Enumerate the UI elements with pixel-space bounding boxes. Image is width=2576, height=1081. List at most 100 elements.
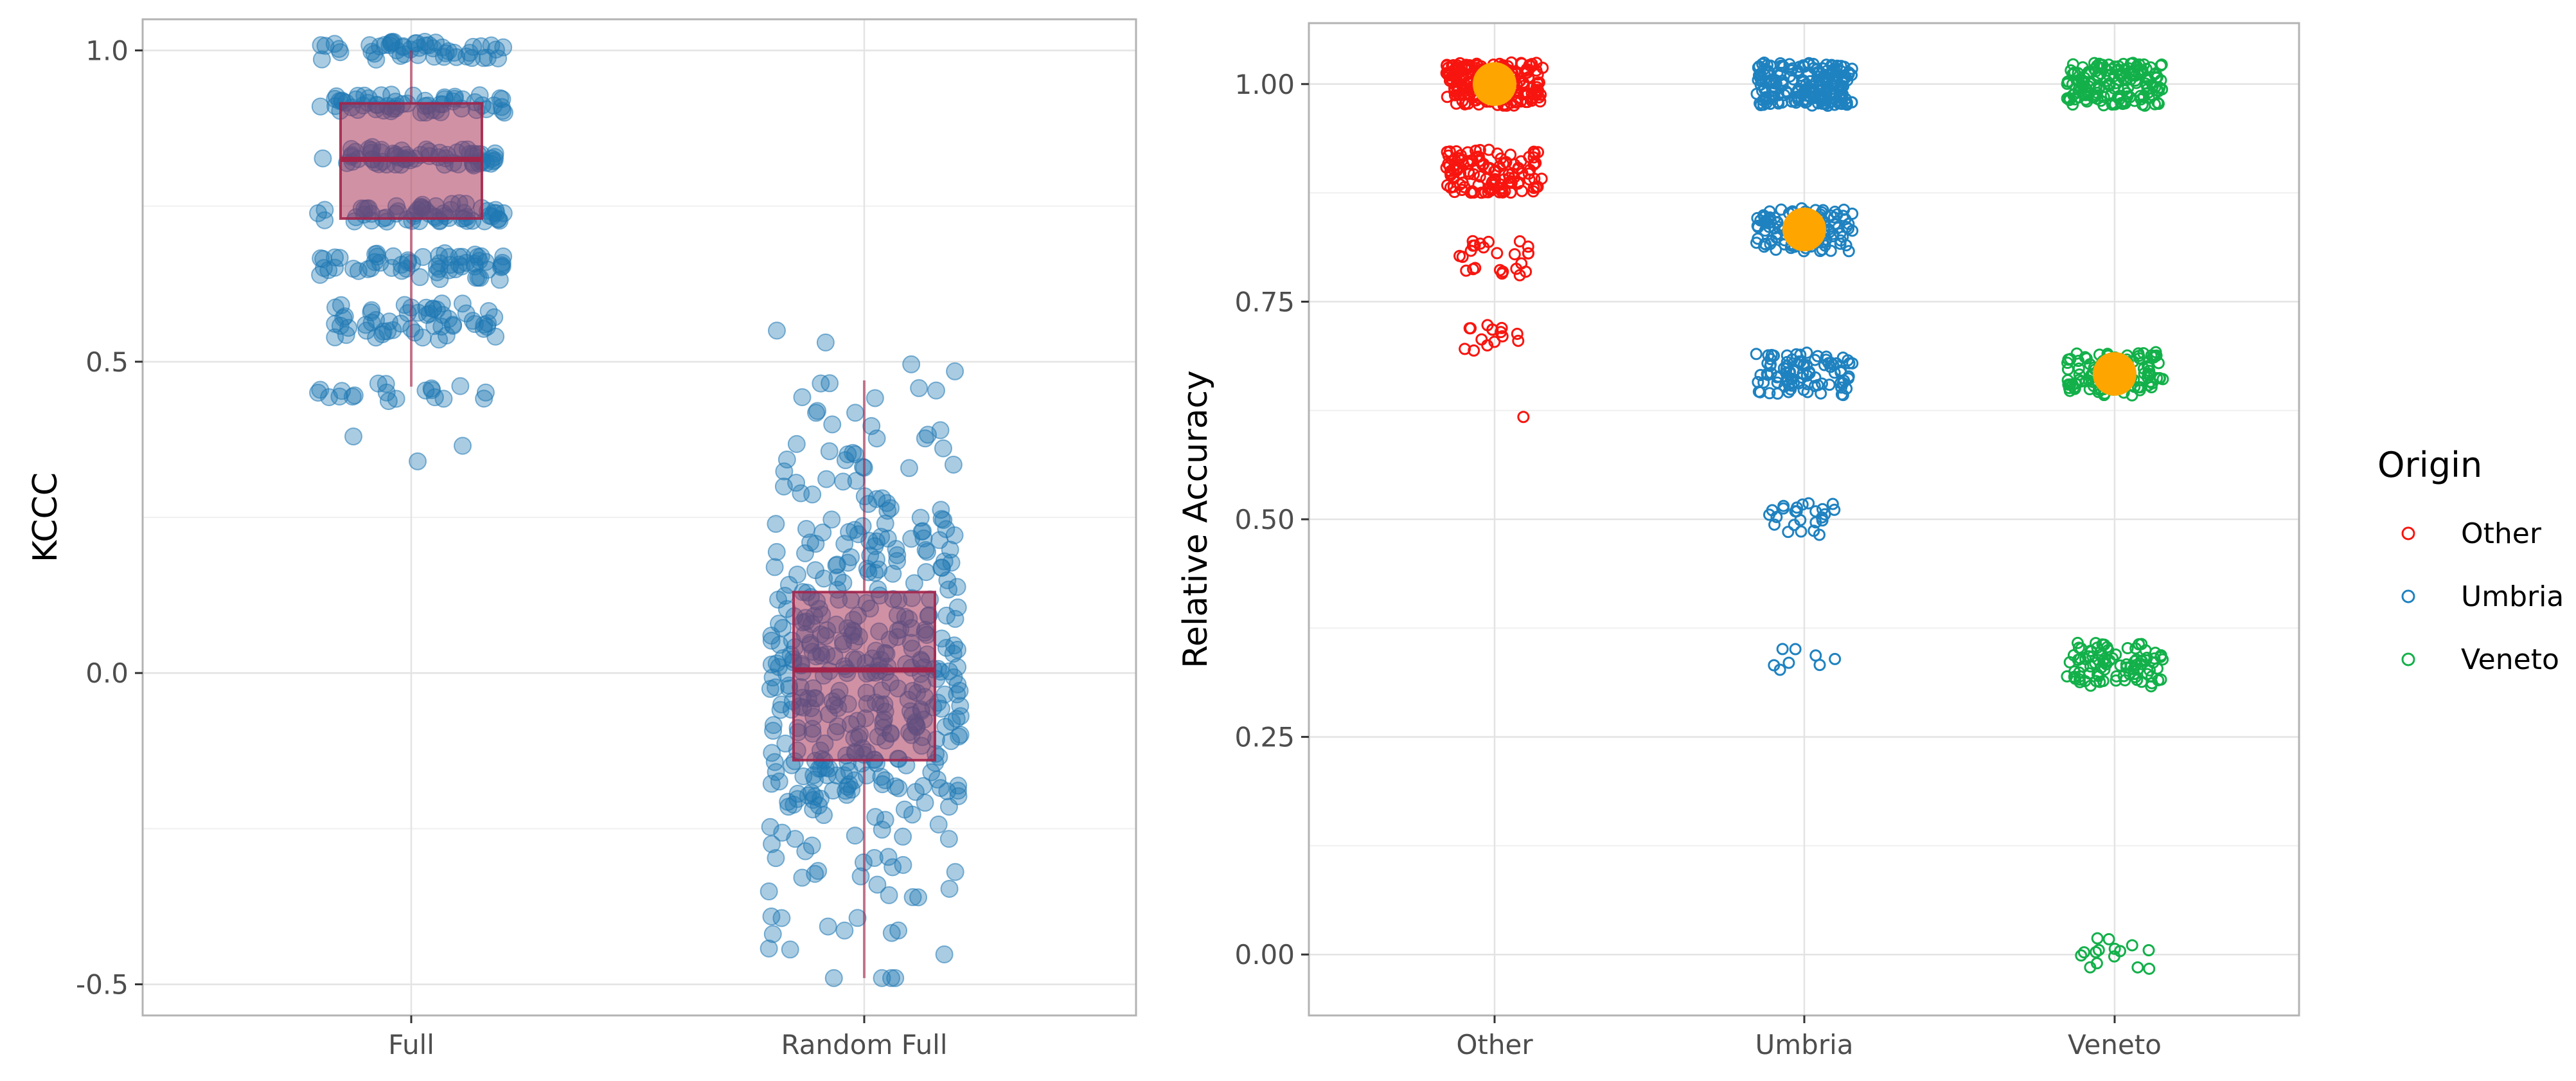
accuracy-point xyxy=(2115,97,2127,110)
kccc-point xyxy=(767,515,785,533)
kccc-point xyxy=(946,362,964,380)
kccc-point xyxy=(948,578,966,596)
accuracy-point xyxy=(2075,642,2088,655)
kccc-point xyxy=(835,921,854,940)
accuracy-point xyxy=(1818,96,1831,109)
accuracy-point xyxy=(2099,652,2111,665)
kccc-point xyxy=(835,766,853,785)
kccc-point xyxy=(763,925,782,943)
kccc-point xyxy=(938,571,957,589)
accuracy-point xyxy=(1470,150,1483,163)
accuracy-point xyxy=(2135,638,2148,650)
kccc-point xyxy=(374,322,393,341)
accuracy-point xyxy=(2126,389,2138,402)
accuracy-point xyxy=(1817,75,1829,87)
kccc-point xyxy=(375,35,394,54)
accuracy-point xyxy=(1771,387,1784,400)
kccc-point xyxy=(806,770,824,789)
accuracy-point xyxy=(1495,184,1508,197)
kccc-point xyxy=(763,744,781,762)
kccc-point xyxy=(815,806,833,825)
accuracy-point xyxy=(1813,528,1825,541)
kccc-point xyxy=(940,662,959,681)
kccc-point xyxy=(869,560,888,579)
accuracy-point xyxy=(1768,518,1781,531)
accuracy-point xyxy=(1512,177,1525,190)
accuracy-point xyxy=(1467,263,1480,276)
accuracy-point xyxy=(1836,351,1849,364)
accuracy-point xyxy=(1486,323,1499,336)
legend-key-veneto xyxy=(2401,652,2415,666)
kccc-point xyxy=(945,526,964,544)
kccc-point xyxy=(909,888,928,907)
kccc-point xyxy=(764,722,783,740)
kccc-point xyxy=(335,307,354,326)
accuracy-point xyxy=(1845,69,1858,82)
kccc-point xyxy=(914,529,933,548)
kccc-y-tick-label: 1.0 xyxy=(85,35,129,66)
accuracy-point xyxy=(2109,98,2122,111)
accuracy-point xyxy=(2102,933,2115,945)
kccc-point xyxy=(311,380,330,399)
accuracy-point xyxy=(1762,213,1775,226)
accuracy-point xyxy=(1504,175,1517,188)
kccc-y-ticks: -0.5 0.0 0.5 1.0 xyxy=(76,35,143,1001)
accuracy-point xyxy=(1774,57,1787,69)
accuracy-point xyxy=(2068,382,2081,395)
kccc-point xyxy=(806,561,824,580)
kccc-point xyxy=(391,314,410,333)
kccc-point xyxy=(311,265,330,284)
accuracy-point xyxy=(1528,147,1541,160)
kccc-point xyxy=(454,436,472,455)
accuracy-point xyxy=(1531,81,1543,94)
kccc-point xyxy=(806,535,825,553)
accuracy-point xyxy=(1758,57,1771,69)
accuracy-point xyxy=(1782,378,1795,391)
kccc-point xyxy=(873,820,891,839)
accuracy-point xyxy=(1518,80,1531,93)
kccc-point xyxy=(312,36,330,55)
kccc-point xyxy=(319,261,338,280)
kccc-point xyxy=(411,268,429,287)
accuracy-point xyxy=(2149,67,2162,80)
accuracy-point xyxy=(2152,674,2165,686)
accuracy-point xyxy=(1787,364,1800,377)
accuracy-point xyxy=(1791,84,1804,96)
accuracy-point xyxy=(1450,145,1463,157)
kccc-point xyxy=(886,969,905,987)
accuracy-point xyxy=(2133,58,2145,71)
accuracy-point xyxy=(1510,262,1523,275)
kccc-point xyxy=(767,678,785,697)
kccc-point xyxy=(928,770,946,789)
kccc-point xyxy=(951,707,970,726)
kccc-point xyxy=(879,848,898,866)
accuracy-point xyxy=(1752,376,1764,389)
accuracy-point xyxy=(2137,347,2150,360)
accuracy-point xyxy=(1515,95,1527,108)
kccc-point xyxy=(846,404,865,422)
kccc-point xyxy=(474,49,493,67)
kccc-point xyxy=(763,668,782,687)
kccc-point xyxy=(759,882,778,901)
accuracy-point xyxy=(1460,60,1473,73)
accuracy-point xyxy=(2084,679,2097,692)
accuracy-point xyxy=(2108,950,2120,963)
accuracy-point xyxy=(1840,220,1853,233)
legend-key-umbria xyxy=(2401,589,2415,603)
accuracy-point xyxy=(1761,357,1774,370)
accuracy-point xyxy=(2126,939,2138,952)
kccc-point xyxy=(816,333,835,352)
kccc-point xyxy=(382,85,401,104)
kccc-point xyxy=(916,794,934,812)
accuracy-y-tick-label: 0.25 xyxy=(1234,722,1295,753)
accuracy-point xyxy=(2146,80,2159,93)
kccc-point xyxy=(764,716,783,735)
kccc-y-tick-label: -0.5 xyxy=(76,969,129,1001)
kccc-point xyxy=(873,969,891,987)
accuracy-mean-markers xyxy=(1473,62,2136,396)
kccc-point xyxy=(817,470,836,488)
accuracy-point xyxy=(2068,66,2081,79)
kccc-point xyxy=(878,529,897,548)
accuracy-point xyxy=(1766,504,1779,517)
kccc-point xyxy=(759,939,778,958)
